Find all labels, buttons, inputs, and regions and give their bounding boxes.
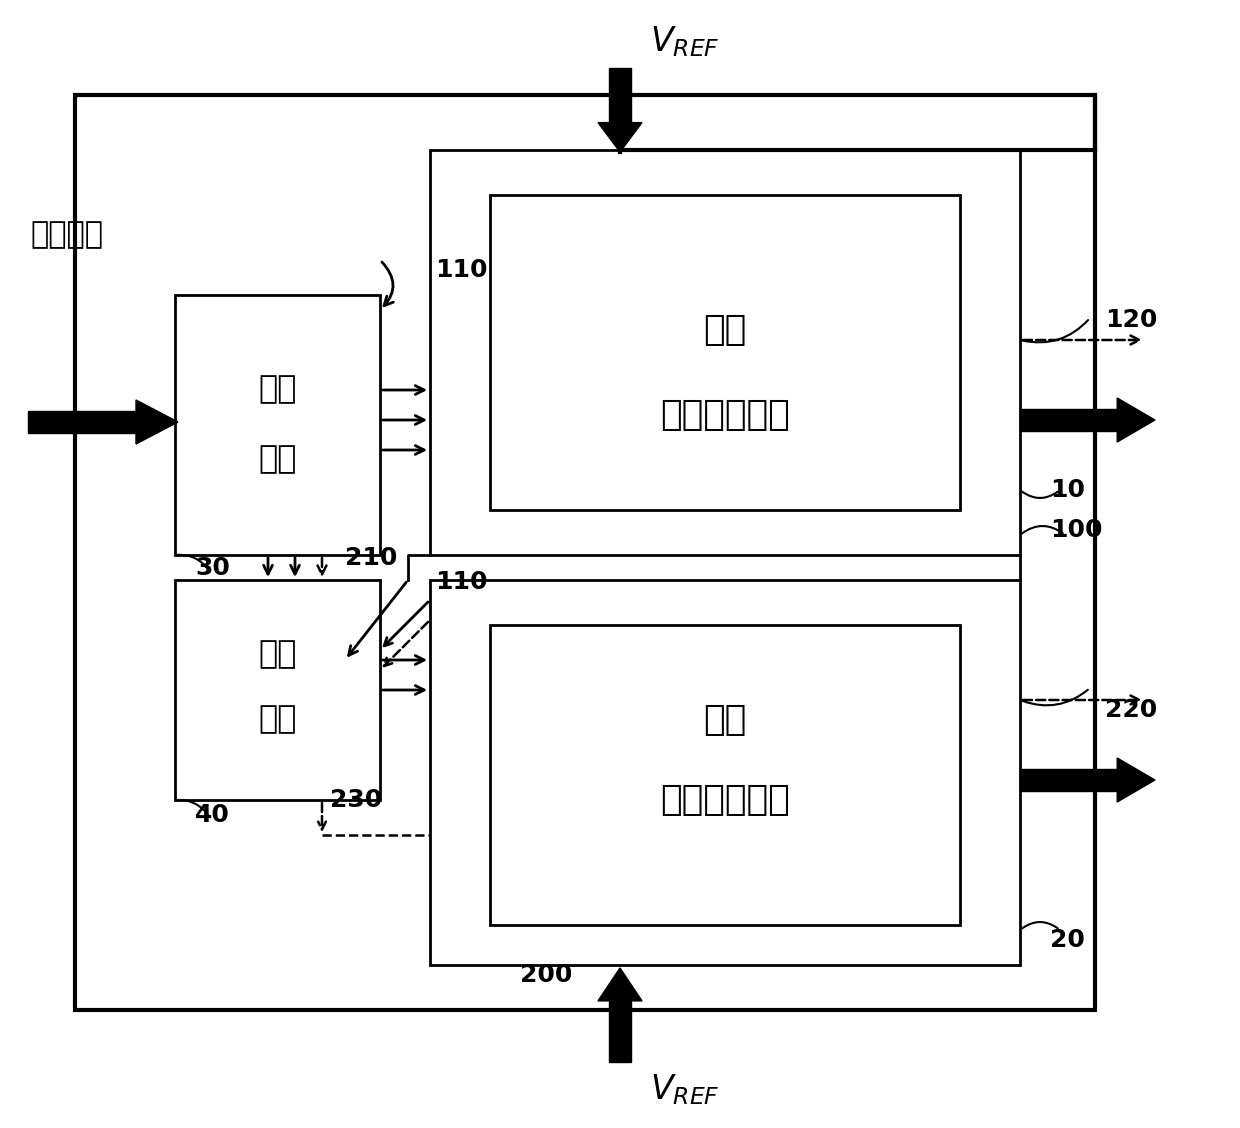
Text: 120: 120 <box>1105 308 1157 332</box>
Polygon shape <box>1117 398 1154 442</box>
Bar <box>609 1001 631 1061</box>
Text: 数模转换单元: 数模转换单元 <box>660 398 790 432</box>
Text: 10: 10 <box>1050 478 1085 502</box>
Text: 数模转换单元: 数模转换单元 <box>660 783 790 817</box>
Polygon shape <box>598 123 642 152</box>
Bar <box>490 625 960 925</box>
Polygon shape <box>598 968 642 1001</box>
Bar <box>609 68 631 123</box>
Text: 第一: 第一 <box>703 312 746 347</box>
Bar <box>430 580 1021 964</box>
Bar <box>74 95 1095 1010</box>
Text: 模块: 模块 <box>259 705 298 735</box>
Text: 100: 100 <box>1050 518 1102 541</box>
Bar <box>1021 768 1117 792</box>
Text: 设定: 设定 <box>259 374 298 405</box>
Text: $V_{REF}$: $V_{REF}$ <box>650 1073 719 1108</box>
Text: 第二: 第二 <box>703 703 746 737</box>
Text: 模块: 模块 <box>259 444 298 476</box>
Text: 20: 20 <box>1050 928 1085 952</box>
Text: 230: 230 <box>330 788 382 812</box>
Polygon shape <box>1117 758 1154 802</box>
Text: 数据输入: 数据输入 <box>30 220 103 249</box>
Bar <box>1021 408 1117 431</box>
Text: 110: 110 <box>435 258 487 282</box>
Text: 40: 40 <box>195 803 229 827</box>
Text: 110: 110 <box>435 570 487 594</box>
Text: 200: 200 <box>520 963 573 987</box>
Bar <box>430 150 1021 555</box>
Bar <box>175 296 379 555</box>
Text: 210: 210 <box>345 546 397 570</box>
Bar <box>29 411 136 433</box>
Text: 换算: 换算 <box>259 640 298 670</box>
Bar <box>175 580 379 800</box>
Polygon shape <box>136 400 179 444</box>
Bar <box>490 195 960 510</box>
Text: 220: 220 <box>1105 698 1157 722</box>
Text: $V_{REF}$: $V_{REF}$ <box>650 25 719 60</box>
Text: 30: 30 <box>195 556 229 580</box>
